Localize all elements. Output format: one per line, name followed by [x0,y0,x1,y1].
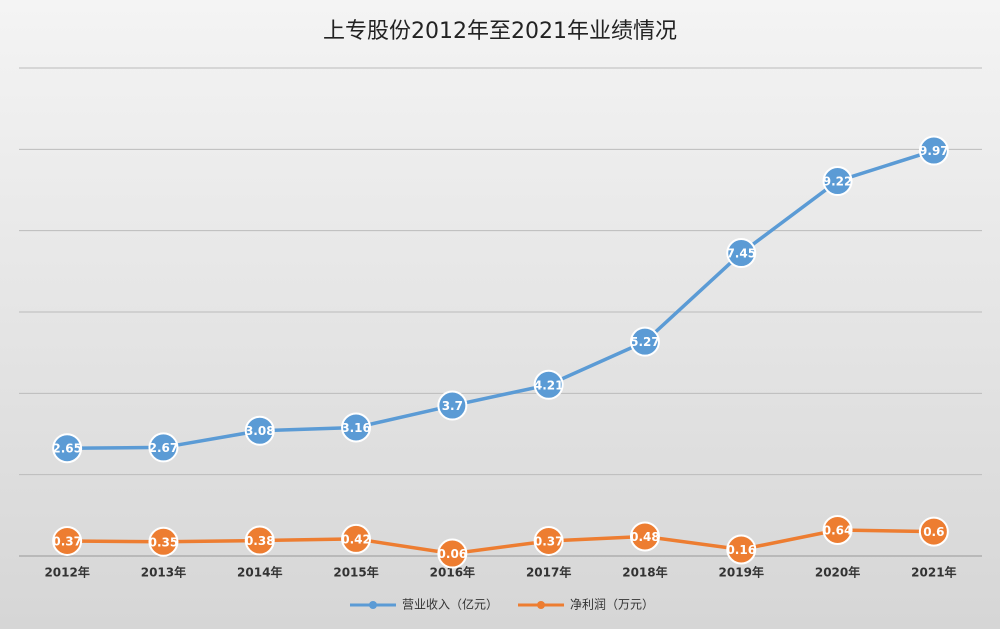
data-label: 0.37 [52,534,82,548]
data-point [148,526,179,557]
x-tick-label: 2017年 [526,565,571,580]
legend-marker [369,601,377,609]
data-label: 0.42 [341,532,371,546]
legend: 营业收入（亿元） 净利润（万元） [350,597,654,612]
data-point [629,326,660,357]
x-tick-label: 2014年 [237,565,282,580]
data-point [918,135,949,166]
data-point [244,525,275,556]
x-tick-label: 2016年 [430,565,475,580]
data-point [52,433,83,464]
data-point [533,525,564,556]
legend-marker [537,601,546,609]
chart-title: 上专股份2012年至2021年业绩情况 [323,19,677,44]
data-label: 2.65 [52,442,82,456]
data-point [148,432,179,463]
data-label: 0.35 [149,535,179,549]
x-tick-label: 2021年 [911,565,956,580]
data-point [437,390,468,421]
x-tick-label: 2013年 [141,565,186,580]
series-line [67,528,934,556]
x-tick-label: 2012年 [44,565,89,580]
data-point [726,238,757,269]
data-label: 3.16 [341,421,371,435]
x-tick-label: 2020年 [815,565,860,580]
data-point [822,166,853,197]
data-label: 9.97 [919,144,949,158]
data-point [341,412,372,443]
legend-label: 营业收入（亿元） [402,597,498,612]
data-label: 5.27 [630,335,660,349]
data-point [726,534,757,565]
data-label: 0.06 [438,547,468,561]
data-label: 0.6 [923,525,944,539]
data-point [533,369,564,400]
data-point [918,516,949,547]
data-point [629,521,660,552]
data-point [437,538,468,569]
data-label: 7.45 [726,247,756,261]
data-label: 0.48 [630,530,660,544]
data-point [52,525,83,556]
x-tick-label: 2018年 [622,565,667,580]
data-label: 0.64 [823,523,853,537]
data-label: 0.38 [245,534,275,548]
data-label: 3.08 [245,424,275,438]
data-label: 4.21 [534,378,564,392]
data-point [341,523,372,554]
data-point [244,415,275,446]
data-point [822,514,853,545]
data-label: 0.16 [726,543,756,557]
data-label: 0.37 [534,534,564,548]
series-line [67,148,935,450]
data-label: 3.7 [442,399,463,413]
data-label: 2.67 [149,441,179,455]
x-tick-label: 2019年 [719,565,764,580]
data-label: 9.22 [823,175,853,189]
legend-label: 净利润（万元） [570,598,654,612]
x-tick-label: 2015年 [333,565,378,580]
